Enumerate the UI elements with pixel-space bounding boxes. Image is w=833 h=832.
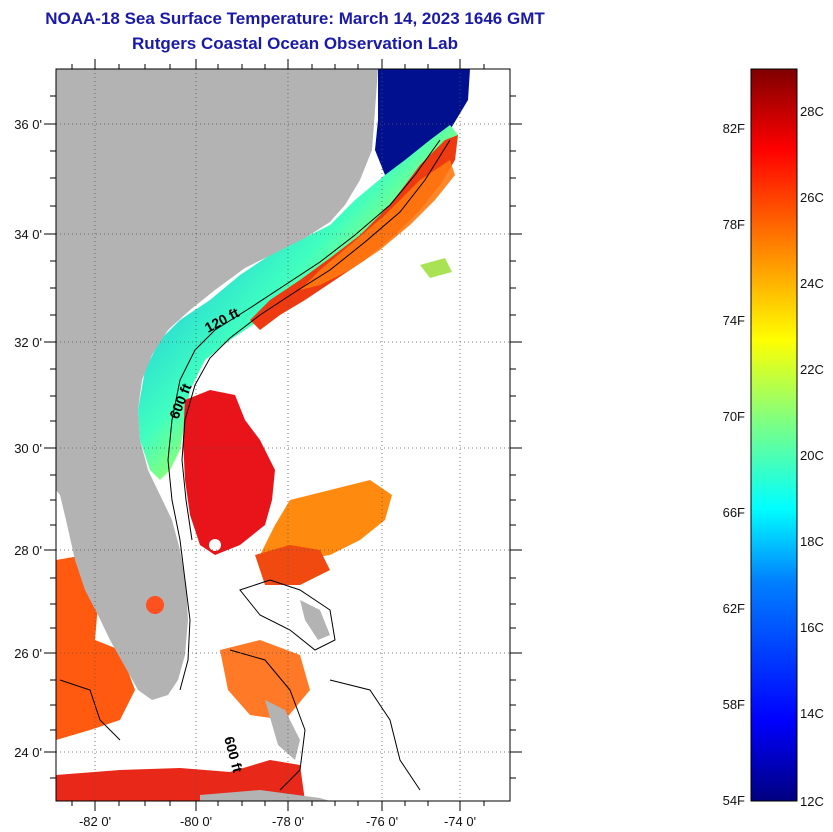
axis-ticks: [44, 59, 522, 811]
map-subtitle: Rutgers Coastal Ocean Observation Lab: [132, 34, 458, 53]
colorbar-f-label: 66F: [723, 505, 745, 520]
colorbar-c-label: 24C: [800, 276, 824, 291]
colorbar-c-label: 16C: [800, 620, 824, 635]
map-frame: [55, 68, 511, 802]
colorbar-f-label: 62F: [723, 601, 745, 616]
colorbar-c-label: 12C: [800, 794, 824, 809]
land-mainland: [56, 69, 378, 700]
lat-tick-label: 32 0': [14, 335, 42, 350]
lat-tick-label: 30 0': [14, 441, 42, 456]
lat-tick-label: 28 0': [14, 543, 42, 558]
cloud-spot: [209, 539, 221, 551]
sst-gulf-stream-north: [250, 135, 458, 330]
sst-warm-core: [183, 390, 275, 555]
colorbar-fahrenheit-labels: 82F 78F 74F 70F 66F 62F 58F 54F: [723, 121, 745, 808]
colorbar-f-label: 74F: [723, 313, 745, 328]
map-title: NOAA-18 Sea Surface Temperature: March 1…: [45, 9, 545, 28]
colorbar-f-label: 82F: [723, 121, 745, 136]
land-bahamas-1: [300, 600, 330, 640]
lon-tick-label: -74 0': [444, 814, 476, 829]
sst-straits-patch: [220, 640, 310, 720]
colorbar-c-label: 26C: [800, 190, 824, 205]
colorbar-c-label: 22C: [800, 362, 824, 377]
colorbar-f-label: 70F: [723, 409, 745, 424]
lat-tick-label: 26 0': [14, 646, 42, 661]
lat-tick-label: 24 0': [14, 745, 42, 760]
lon-tick-label: -78 0': [272, 814, 304, 829]
colorbar-f-label: 58F: [723, 697, 745, 712]
colorbar-celsius-labels: 28C 26C 24C 22C 20C 18C 16C 14C 12C: [800, 104, 824, 809]
sst-warm-patch-bahamas: [255, 545, 330, 585]
sst-spot: [146, 596, 164, 614]
sst-east-patch: [420, 258, 452, 278]
colorbar-c-label: 20C: [800, 448, 824, 463]
sst-cold-water: [375, 69, 470, 175]
land-cuba: [200, 790, 330, 801]
sst-nearshore-band: [138, 125, 458, 480]
colorbar-f-label: 78F: [723, 217, 745, 232]
colorbar: [750, 68, 798, 802]
latitude-labels: 36 0' 34 0' 32 0' 30 0' 28 0' 26 0' 24 0': [14, 117, 42, 760]
colorbar-c-label: 18C: [800, 534, 824, 549]
sst-keys-patch: [56, 760, 305, 801]
lon-tick-label: -80 0': [180, 814, 212, 829]
colorbar-c-label: 14C: [800, 706, 824, 721]
sst-gulf-patch: [56, 555, 135, 740]
lon-tick-label: -82 0': [79, 814, 111, 829]
colorbar-f-label: 54F: [723, 793, 745, 808]
lat-tick-label: 34 0': [14, 227, 42, 242]
lat-tick-label: 36 0': [14, 117, 42, 132]
sst-gulf-stream-orange: [300, 160, 455, 290]
longitude-labels: -82 0' -80 0' -78 0' -76 0' -74 0': [79, 814, 476, 829]
lon-tick-label: -76 0': [366, 814, 398, 829]
land-bahamas-2: [265, 700, 300, 760]
colorbar-c-label: 28C: [800, 104, 824, 119]
